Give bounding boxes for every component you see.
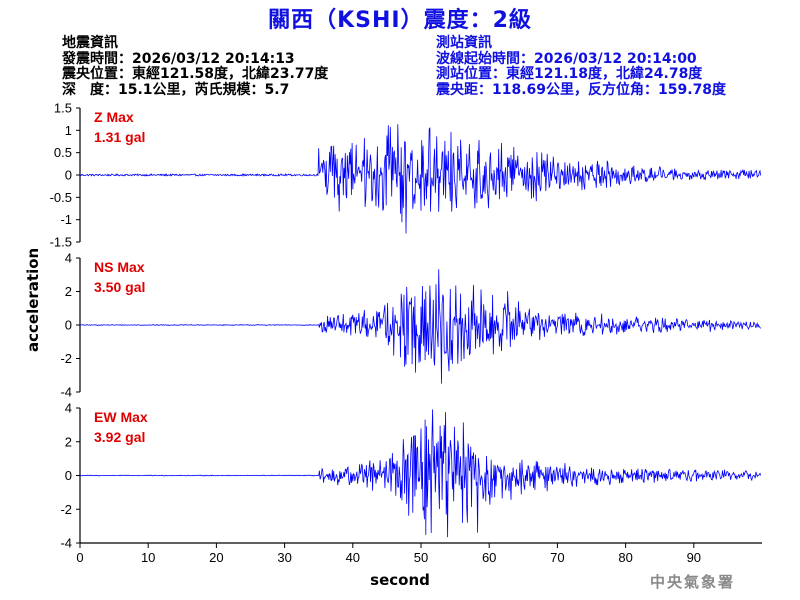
max-label-ns: NS Max [94, 259, 145, 275]
y-tick-label-z: -1 [60, 212, 72, 227]
depth-magnitude: 深 度：15.1公里，芮氏規模：5.7 [62, 81, 290, 98]
wave-start-time: 波線起始時間：2026/03/12 20:14:00 [436, 50, 697, 67]
max-value-z: 1.31 gal [94, 129, 145, 145]
max-value-ns: 3.50 gal [94, 279, 145, 295]
y-tick-label-ew: -2 [60, 502, 72, 517]
x-tick-label: 10 [141, 550, 155, 565]
y-tick-label-z: 1 [65, 123, 72, 138]
agency-watermark: 中央氣象署 [650, 573, 736, 591]
y-tick-label-ew: 0 [65, 468, 72, 483]
max-label-ew: EW Max [94, 409, 148, 425]
x-tick-label: 30 [277, 550, 291, 565]
x-tick-label: 50 [414, 550, 428, 565]
panel-ns: -4 -2 0 2 4 NS Max 3.50 gal [60, 251, 761, 400]
max-value-ew: 3.92 gal [94, 429, 145, 445]
y-tick-label-ns: 0 [65, 318, 72, 333]
waveform-ns [79, 269, 761, 384]
y-tick-label-ns: -2 [60, 351, 72, 366]
origin-time: 發震時間：2026/03/12 20:14:13 [62, 50, 295, 67]
y-tick-label-z: 1.5 [54, 101, 72, 116]
y-tick-label-z: -0.5 [50, 190, 72, 205]
y-tick-label-ns: 2 [65, 284, 72, 299]
quake-info-block: 地震資訊 發震時間：2026/03/12 20:14:13 震央位置：東經121… [62, 35, 329, 98]
station-info-block: 測站資訊 波線起始時間：2026/03/12 20:14:00 測站位置：東經1… [436, 35, 727, 98]
page-title: 關西（KSHI）震度：2級 [268, 8, 532, 33]
panel-ew: -4 -2 0 2 4 EW Max 3.92 gal [60, 401, 761, 551]
y-tick-label-ns: -4 [60, 385, 72, 400]
y-tick-label-ns: 4 [65, 251, 72, 266]
x-tick-label: 80 [618, 550, 632, 565]
x-tick-label: 20 [209, 550, 223, 565]
y-tick-label-ew: 4 [65, 401, 72, 416]
waveform-ew [80, 409, 761, 538]
epicenter-location: 震央位置：東經121.58度，北緯23.77度 [62, 66, 329, 82]
y-tick-label-ew: -4 [60, 536, 72, 551]
y-tick-label-z: 0 [65, 168, 72, 183]
y-tick-label-z: 0.5 [54, 145, 72, 160]
x-tick-label: 60 [482, 550, 496, 565]
panel-z: -1.5 -1 -0.5 0 0.5 1 1.5 Z Max 1.31 gal [50, 101, 761, 250]
y-tick-label-ew: 2 [65, 434, 72, 449]
x-tick-label: 70 [550, 550, 564, 565]
quake-info-heading: 地震資訊 [62, 35, 118, 51]
station-info-heading: 測站資訊 [436, 35, 492, 51]
max-label-z: Z Max [94, 109, 134, 125]
y-tick-label-z: -1.5 [50, 235, 72, 250]
waveform-z [79, 124, 761, 234]
distance-azimuth: 震央距：118.69公里，反方位角：159.78度 [436, 81, 727, 98]
x-tick-label: 90 [687, 550, 701, 565]
x-tick-label: 40 [346, 550, 360, 565]
y-axis-label: acceleration [24, 247, 42, 352]
x-tick-label: 0 [76, 550, 83, 565]
x-axis-label: second [370, 571, 430, 589]
station-location: 測站位置：東經121.18度，北緯24.78度 [436, 66, 703, 82]
